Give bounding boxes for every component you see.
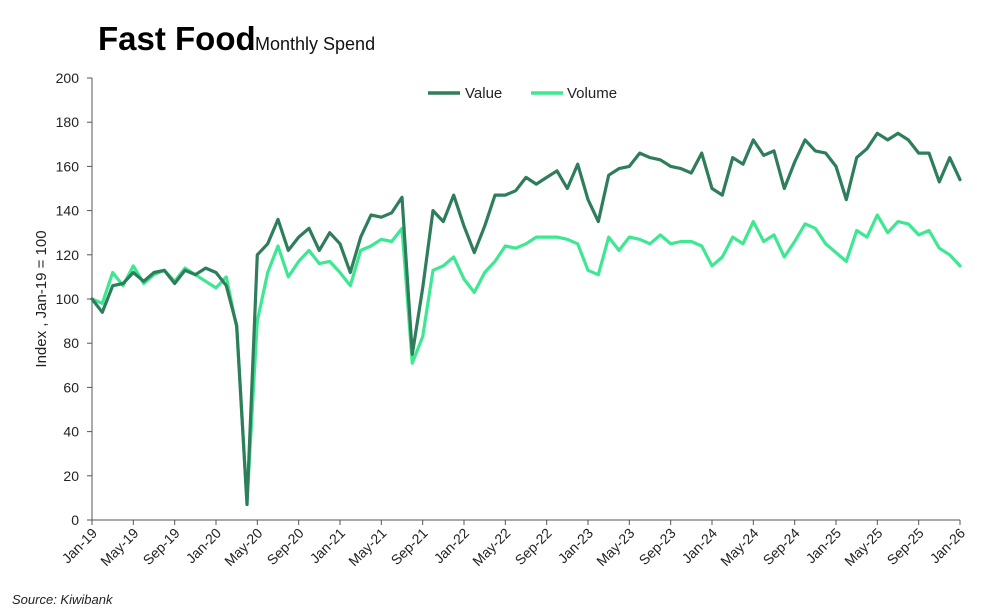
x-tick-label: May-19 [97,525,141,569]
x-tick-label: May-25 [841,525,885,569]
y-tick-label: 0 [71,512,79,528]
x-tick-label: Jan-19 [59,525,101,567]
y-tick-label: 160 [56,158,80,174]
y-tick-label: 200 [56,70,80,86]
y-tick-label: 180 [56,114,80,130]
x-tick-label: Jan-23 [555,525,597,567]
source-note: Source: Kiwibank [12,592,113,607]
x-tick-label: May-22 [469,525,513,569]
x-tick-label: Sep-23 [636,525,679,568]
series-line-volume [90,213,962,504]
x-tick-label: Sep-24 [760,525,803,568]
x-tick-label: Jan-21 [307,525,349,567]
x-tick-label: Sep-20 [264,525,307,568]
y-tick-label: 20 [63,468,79,484]
legend: Value Volume [428,85,617,102]
x-tick-label: Sep-25 [884,525,927,568]
chart-title: Fast Food [98,20,256,57]
y-tick-label: 80 [63,335,79,351]
y-tick-label: 40 [63,424,79,440]
x-tick-label: May-21 [345,525,389,569]
x-tick-label: Jan-20 [183,525,225,567]
x-tick-label: Jan-25 [803,525,845,567]
y-tick-label: 140 [56,203,80,219]
chart-subtitle: Monthly Spend [255,34,376,54]
x-tick-label: May-20 [221,525,265,569]
x-tick-label: Sep-19 [140,525,183,568]
y-axis-label: Index , Jan-19 = 100 [33,230,50,367]
y-tick-label: 60 [63,379,79,395]
series-lines [90,131,962,507]
y-tick-label: 120 [56,247,80,263]
legend-label-volume: Volume [567,85,617,102]
x-tick-label: May-23 [593,525,637,569]
legend-label-value: Value [465,85,502,102]
y-tick-label: 100 [56,291,80,307]
y-axis-ticks: 0 20 40 60 80 100 120 140 160 180 200 [56,70,92,528]
x-tick-label: Jan-24 [679,525,721,567]
x-tick-label: Sep-21 [388,525,431,568]
x-tick-label: May-24 [717,525,761,569]
series-line-value [90,131,962,507]
x-tick-label: Sep-22 [512,525,555,568]
x-tick-label: Jan-26 [927,525,969,567]
x-tick-label: Jan-22 [431,525,473,567]
